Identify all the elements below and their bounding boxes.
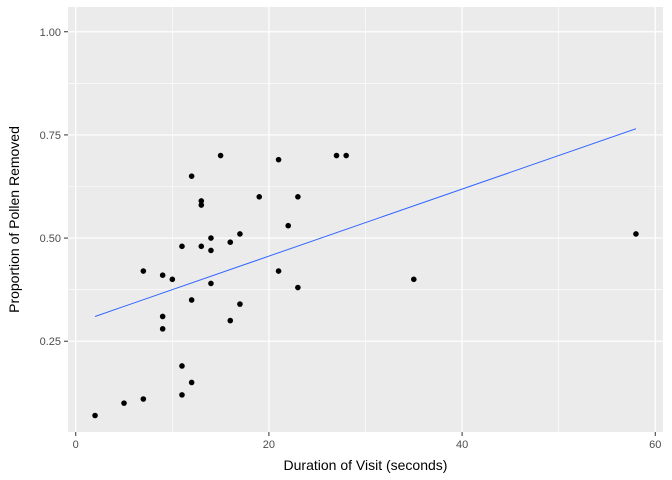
minor-grid [68, 7, 663, 432]
data-point [275, 268, 282, 274]
data-point [188, 379, 195, 386]
data-point [198, 202, 205, 208]
y-tick-label: 0.25 [40, 336, 61, 348]
data-point [208, 247, 214, 254]
data-point [188, 173, 195, 179]
x-axis-title: Duration of Visit (seconds) [284, 457, 448, 473]
data-point [140, 268, 147, 274]
trend-line-group [94, 128, 637, 317]
x-tick-label: 0 [73, 439, 79, 451]
data-point [295, 194, 301, 200]
data-point [237, 301, 243, 307]
data-point [179, 363, 185, 369]
axis-ticks [64, 31, 656, 436]
data-point [285, 222, 292, 229]
trend-line [94, 128, 637, 317]
data-point [179, 243, 185, 250]
data-point [343, 152, 349, 159]
major-grid [68, 7, 663, 432]
x-tick-label: 60 [649, 439, 661, 451]
data-point [140, 396, 147, 402]
y-tick-labels: 0.25 0.50 0.75 1.00 [40, 27, 61, 348]
data-points [92, 152, 639, 419]
data-point [188, 297, 195, 303]
y-axis-title: Proportion of Pollen Removed [6, 126, 22, 313]
y-tick-label: 1.00 [40, 27, 61, 39]
x-tick-label: 20 [263, 439, 275, 451]
data-point [410, 276, 417, 283]
data-point [198, 198, 205, 204]
y-tick-label: 0.50 [40, 233, 61, 245]
data-point [198, 243, 205, 250]
data-point [169, 276, 176, 283]
data-point [208, 235, 214, 241]
y-tick-label: 0.75 [40, 130, 61, 142]
data-point [121, 400, 127, 406]
data-point [333, 152, 340, 159]
data-point [275, 156, 282, 163]
data-point [179, 392, 185, 398]
data-point [92, 412, 98, 419]
data-point [159, 313, 166, 320]
data-point [159, 272, 166, 279]
data-point [159, 326, 166, 332]
data-point [227, 317, 234, 324]
x-tick-label: 40 [456, 439, 468, 451]
data-point [208, 280, 214, 287]
data-point [217, 152, 224, 159]
data-point [295, 284, 301, 291]
x-tick-labels: 0 20 40 60 [73, 439, 662, 451]
data-point [227, 239, 234, 245]
data-point [256, 194, 263, 200]
data-point [633, 231, 639, 237]
data-point [237, 231, 243, 237]
